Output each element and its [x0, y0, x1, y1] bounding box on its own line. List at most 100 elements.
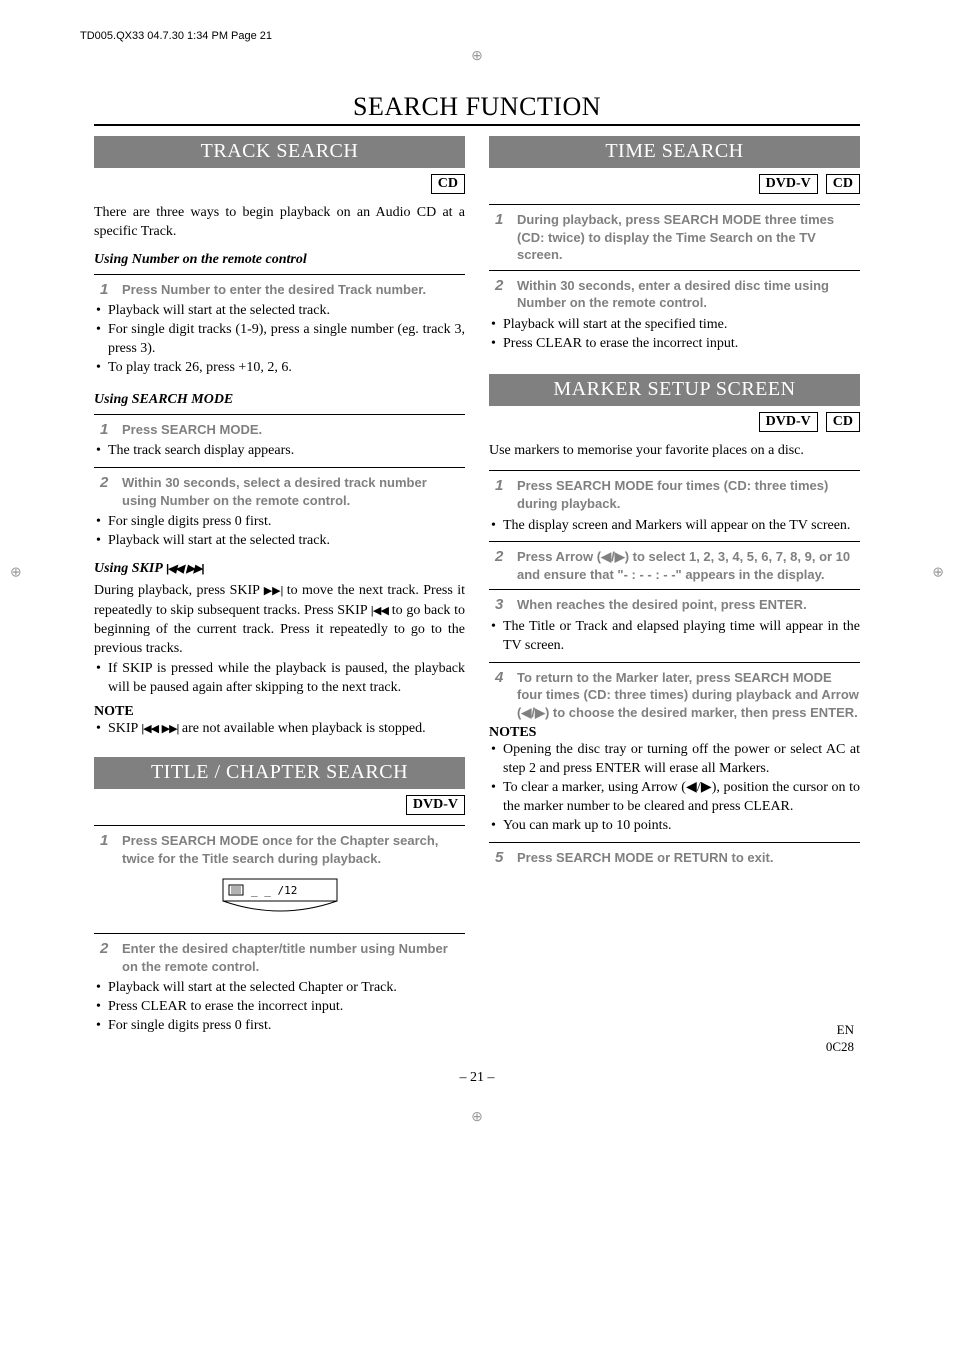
bullet-item: The Title or Track and elapsed playing t…	[489, 618, 860, 656]
crop-mark-right: ⊕	[932, 564, 944, 581]
mk-step5: 5 Press SEARCH MODE or RETURN to exit.	[489, 842, 860, 867]
crop-mark-bottom: ⊕	[471, 1109, 483, 1126]
marker-badges: DVD-V CD	[489, 412, 860, 432]
step-text: Press SEARCH MODE or RETURN to exit.	[517, 849, 860, 867]
method1-bullets: Playback will start at the selected trac…	[94, 302, 465, 378]
ts-step1: 1 During playback, press SEARCH MODE thr…	[489, 204, 860, 264]
title-chapter-badges: DVD-V	[94, 795, 465, 815]
svg-text:_ _ /12: _ _ /12	[251, 884, 297, 897]
search-diagram: _ _ /12	[94, 877, 465, 921]
step-text: Within 30 seconds, select a desired trac…	[122, 474, 465, 509]
mk-step4: 4 To return to the Marker later, press S…	[489, 662, 860, 722]
step-text: Press Arrow (◀/▶) to select 1, 2, 3, 4, …	[517, 548, 860, 583]
skip-back-icon: |◀◀	[166, 563, 183, 575]
step-text: Press SEARCH MODE four times (CD: three …	[517, 477, 860, 512]
step-number: 2	[489, 548, 517, 565]
skip-fwd-icon: ▶▶|	[264, 585, 283, 597]
arrow-right-icon: ▶	[535, 705, 545, 720]
note-bullet: You can mark up to 10 points.	[489, 817, 860, 836]
skip-fwd-icon: ▶▶|	[186, 563, 203, 575]
bullet-item: The display screen and Markers will appe…	[489, 517, 860, 536]
note-bullet: To clear a marker, using Arrow (◀/▶), po…	[489, 779, 860, 817]
notes-heading: NOTES	[489, 725, 860, 741]
bullet-item: Press CLEAR to erase the incorrect input…	[489, 335, 860, 354]
tc-step1: 1 Press SEARCH MODE once for the Chapter…	[94, 825, 465, 921]
bullet-item: For single digits press 0 first.	[94, 513, 465, 532]
step-number: 1	[489, 477, 517, 494]
step-number: 1	[94, 832, 122, 849]
file-header: TD005.QX33 04.7.30 1:34 PM Page 21	[80, 30, 954, 42]
method1-step1: 1 Press Number to enter the desired Trac…	[94, 274, 465, 378]
crop-mark-left: ⊕	[10, 564, 22, 581]
tc-step2: 2 Enter the desired chapter/title number…	[94, 933, 465, 1036]
bullet-item: Playback will start at the selected trac…	[94, 302, 465, 321]
dvdv-badge: DVD-V	[406, 795, 465, 815]
cd-badge: CD	[826, 412, 860, 432]
step-text: When reaches the desired point, press EN…	[517, 596, 860, 614]
cd-badge: CD	[431, 174, 465, 194]
time-search-heading: TIME SEARCH	[489, 136, 860, 168]
page-content: SEARCH FUNCTION TRACK SEARCH CD There ar…	[86, 92, 868, 1086]
step-number: 1	[489, 211, 517, 228]
note-bullet: SKIP |◀◀ ▶▶| are not available when play…	[94, 720, 465, 739]
method3-heading: Using SKIP |◀◀ ▶▶|	[94, 561, 465, 577]
method2-heading: Using SEARCH MODE	[94, 392, 465, 408]
step-number: 1	[94, 421, 122, 438]
page-title: SEARCH FUNCTION	[94, 92, 860, 126]
crop-mark-top: ⊕	[471, 48, 483, 65]
note-bullet: Opening the disc tray or turning off the…	[489, 741, 860, 779]
step-number: 4	[489, 669, 517, 686]
step-number: 2	[94, 474, 122, 491]
mk-step3: 3 When reaches the desired point, press …	[489, 589, 860, 655]
ts-step2: 2 Within 30 seconds, enter a desired dis…	[489, 270, 860, 354]
bullet-item: Playback will start at the selected trac…	[94, 532, 465, 551]
track-search-intro: There are three ways to begin playback o…	[94, 204, 465, 242]
step-number: 2	[489, 277, 517, 294]
page-code: EN0C28	[826, 1022, 854, 1056]
tv-display-icon: _ _ /12	[205, 877, 355, 921]
arrow-left-icon: ◀	[521, 705, 531, 720]
step-text: Press SEARCH MODE once for the Chapter s…	[122, 832, 465, 867]
two-column-layout: TRACK SEARCH CD There are three ways to …	[94, 136, 860, 1042]
left-column: TRACK SEARCH CD There are three ways to …	[94, 136, 465, 1042]
cd-badge: CD	[826, 174, 860, 194]
method3-paragraph: During playback, press SKIP ▶▶| to move …	[94, 581, 465, 658]
track-search-heading: TRACK SEARCH	[94, 136, 465, 168]
skip-back-icon: |◀◀	[371, 605, 388, 617]
step-text: Within 30 seconds, enter a desired disc …	[517, 277, 860, 312]
method2-step2: 2 Within 30 seconds, select a desired tr…	[94, 467, 465, 551]
bullet-item: Press CLEAR to erase the incorrect input…	[94, 998, 465, 1017]
bullet-item: To play track 26, press +10, 2, 6.	[94, 359, 465, 378]
bullet-item: Playback will start at the selected Chap…	[94, 979, 465, 998]
step-number: 2	[94, 940, 122, 957]
note-heading: NOTE	[94, 704, 465, 720]
bullet-item: Playback will start at the specified tim…	[489, 316, 860, 335]
marker-heading: MARKER SETUP SCREEN	[489, 374, 860, 406]
bullet-item: For single digits press 0 first.	[94, 1017, 465, 1036]
arrow-right-icon: ▶	[615, 549, 625, 564]
bullet-item: The track search display appears.	[94, 442, 465, 461]
page-number: – 21 –	[94, 1070, 860, 1086]
step-text: To return to the Marker later, press SEA…	[517, 669, 860, 722]
skip-fwd-icon: ▶▶|	[162, 723, 179, 735]
bullet-item: If SKIP is pressed while the playback is…	[94, 660, 465, 698]
arrow-left-icon: ◀	[601, 549, 611, 564]
mk-step1: 1 Press SEARCH MODE four times (CD: thre…	[489, 470, 860, 535]
title-chapter-heading: TITLE / CHAPTER SEARCH	[94, 757, 465, 789]
dvdv-badge: DVD-V	[759, 174, 818, 194]
skip-back-icon: |◀◀	[141, 723, 158, 735]
right-column: TIME SEARCH DVD-V CD 1 During playback, …	[489, 136, 860, 1042]
step-text: Enter the desired chapter/title number u…	[122, 940, 465, 975]
step-number: 3	[489, 596, 517, 613]
mk-step2: 2 Press Arrow (◀/▶) to select 1, 2, 3, 4…	[489, 541, 860, 583]
method1-heading: Using Number on the remote control	[94, 252, 465, 268]
method2-step1: 1 Press SEARCH MODE. The track search di…	[94, 414, 465, 461]
time-search-badges: DVD-V CD	[489, 174, 860, 194]
bullet-item: For single digit tracks (1-9), press a s…	[94, 321, 465, 359]
dvdv-badge: DVD-V	[759, 412, 818, 432]
step-text: During playback, press SEARCH MODE three…	[517, 211, 860, 264]
marker-intro: Use markers to memorise your favorite pl…	[489, 442, 860, 461]
track-search-badges: CD	[94, 174, 465, 194]
step-number: 1	[94, 281, 122, 298]
step-number: 5	[489, 849, 517, 866]
